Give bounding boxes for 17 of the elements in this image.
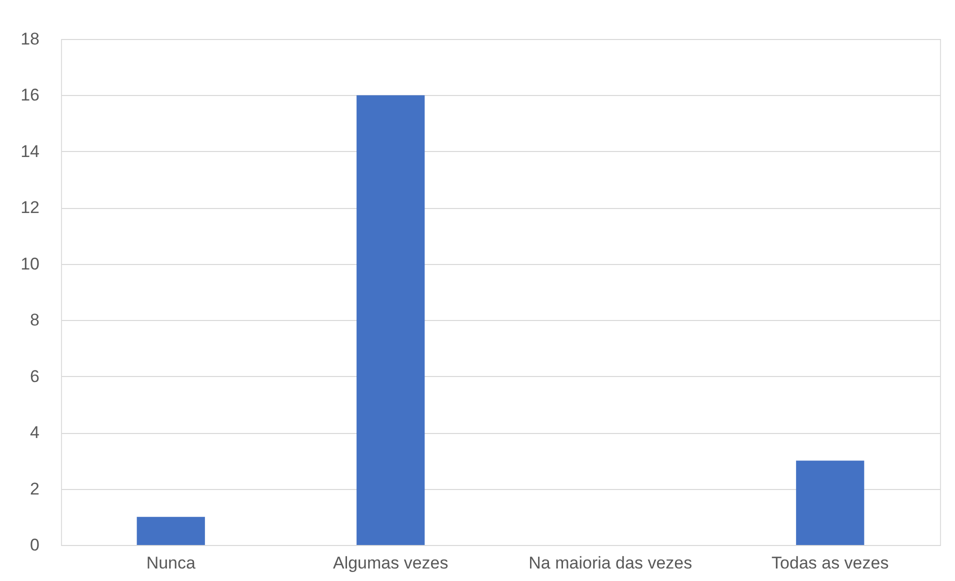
y-tick-label: 18: [20, 30, 40, 48]
bar: [356, 95, 425, 545]
y-tick-label: 0: [30, 536, 40, 554]
y-tick-label: 2: [30, 479, 40, 498]
y-tick-label: 8: [30, 310, 40, 330]
y-tick-label: 14: [20, 142, 40, 161]
y-tick-label: 16: [20, 86, 40, 105]
x-tick-label: Algumas vezes: [332, 554, 448, 572]
x-tick-label: Nunca: [146, 554, 196, 572]
y-tick-label: 4: [30, 423, 40, 442]
bar: [796, 460, 864, 545]
y-tick-label: 10: [20, 254, 40, 274]
x-tick-label: Todas as vezes: [772, 554, 889, 572]
bar: [136, 516, 205, 545]
y-tick-label: 6: [30, 366, 40, 386]
x-tick-label: Na maioria das vezes: [528, 554, 692, 572]
y-tick-label: 12: [20, 198, 40, 218]
